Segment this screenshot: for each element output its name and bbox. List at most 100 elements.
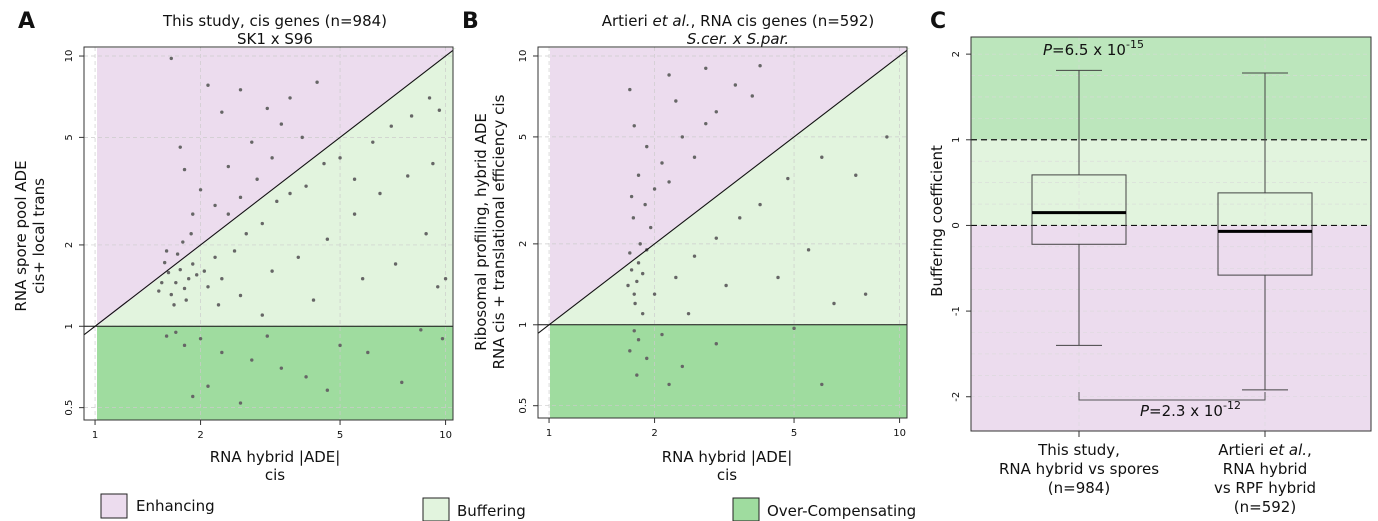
panel-c-pvalue-1: P=6.5 x 10-15 <box>1043 38 1144 59</box>
panel-c-pvalue-1-prefix: P <box>1043 41 1053 59</box>
panel-c-cat2-prefix: Artieri <box>1218 441 1269 459</box>
panel-b-point-58 <box>820 382 824 387</box>
panel-c-bracket <box>1078 392 1266 401</box>
panel-a-point-78 <box>304 375 308 379</box>
panel-b-point-9 <box>633 301 637 306</box>
panel-a-xtick-label-3: 10 <box>439 430 452 441</box>
panel-b-point-54 <box>714 342 718 346</box>
panel-a-point-65 <box>311 298 316 302</box>
panel-a-point-30 <box>371 140 375 144</box>
panel-b-point-2 <box>636 261 641 265</box>
panel-a-point-15 <box>206 285 210 289</box>
panel-a-point-77 <box>279 366 284 370</box>
panel-a-points <box>157 56 448 405</box>
panel-a-point-29 <box>352 177 357 181</box>
panel-b-point-6 <box>638 242 642 246</box>
panel-a-point-60 <box>352 212 357 216</box>
panel-a-point-17 <box>157 289 161 293</box>
panel-a-diagonal-line <box>83 49 454 336</box>
panel-a-point-79 <box>338 343 342 348</box>
panel-a-point-13 <box>164 249 169 253</box>
panel-a-frame <box>83 46 454 421</box>
panel-b-point-14 <box>636 173 641 177</box>
panel-b-point-29 <box>632 124 636 128</box>
panel-a-point-53 <box>226 164 231 169</box>
panel-a-point-36 <box>238 195 243 200</box>
panel-b-point-50 <box>628 349 632 353</box>
box-1-iqr <box>1217 192 1313 276</box>
panel-a-point-66 <box>360 276 365 281</box>
panel-a-point-24 <box>275 199 279 204</box>
panel-b-point-28 <box>758 64 762 68</box>
panel-a-point-3 <box>182 286 187 291</box>
panel-a-point-48 <box>315 80 319 84</box>
panel-b-point-25 <box>750 94 754 98</box>
panel-b-point-21 <box>714 110 718 114</box>
panel-b-point-20 <box>704 121 708 126</box>
panel-b-point-7 <box>626 283 630 288</box>
panel-a-overcomp-region <box>97 326 453 420</box>
panel-a-point-67 <box>393 262 398 266</box>
panel-a-xlabel: RNA hybrid |ADE| <box>210 448 341 466</box>
panel-b-point-17 <box>645 144 649 149</box>
panel-a-point-8 <box>160 280 164 285</box>
panel-a-point-19 <box>189 232 193 236</box>
panel-a-point-46 <box>238 88 243 92</box>
panel-b-title-suffix: , RNA cis genes (n=592) <box>691 12 875 30</box>
panel-c-ytick-label-1: -1 <box>951 306 962 316</box>
panel-b-title: Artieri et al., RNA cis genes (n=592) <box>602 12 875 30</box>
panel-b-subtitle: S.cer. x S.par. <box>687 30 789 48</box>
panel-b-point-10 <box>649 225 653 230</box>
panel-b-point-41 <box>885 135 889 139</box>
panel-a-point-5 <box>169 292 173 297</box>
panel-a-title: This study, cis genes (n=984) <box>162 12 387 30</box>
panel-b-point-35 <box>714 236 718 240</box>
panel-a-point-28 <box>338 156 342 160</box>
panel-b-xtick-label-1: 2 <box>651 428 657 439</box>
panel-c-pvalue-2-exp: -12 <box>1223 399 1241 412</box>
panel-a-point-10 <box>195 273 199 277</box>
panel-a-point-69 <box>436 285 440 289</box>
panel-c-plot: -2 -1 0 1 2 <box>951 36 1372 437</box>
panel-a-point-47 <box>288 96 292 100</box>
panel-b-point-37 <box>758 202 762 207</box>
panel-a-point-62 <box>406 174 410 178</box>
panel-a-point-68 <box>424 232 428 236</box>
panel-c-cat2-line3: vs RPF hybrid <box>1214 479 1316 497</box>
panel-b-point-27 <box>704 66 708 70</box>
legend: Enhancing Buffering Over-Compensating <box>100 493 916 521</box>
panel-b-point-42 <box>806 248 811 252</box>
legend-label-buffering: Buffering <box>457 502 526 520</box>
legend-label-enhancing: Enhancing <box>136 497 215 515</box>
panel-a-point-42 <box>250 140 254 144</box>
legend-swatch-overcomp <box>732 497 760 521</box>
panel-a-xtick-label-0: 1 <box>92 430 98 441</box>
panel-c-grid <box>971 37 1371 431</box>
panel-b-point-22 <box>674 99 678 103</box>
panel-a-xtick-label-1: 2 <box>197 430 203 441</box>
panel-a-point-4 <box>162 260 167 265</box>
panel-b-letter: B <box>462 9 479 34</box>
panel-b-point-12 <box>643 202 647 207</box>
panel-b-point-49 <box>636 338 641 342</box>
panel-a-letter: A <box>18 9 35 34</box>
panel-b-point-13 <box>652 187 657 191</box>
panel-a-point-74 <box>220 350 224 355</box>
panel-a-xtick-label-2: 5 <box>337 430 343 441</box>
panel-c-ytick-label-3: 1 <box>951 137 962 143</box>
panel-a-point-11 <box>202 269 207 273</box>
panel-b-point-44 <box>724 283 728 288</box>
panel-a-point-88 <box>440 336 445 341</box>
panel-b-point-15 <box>660 161 664 165</box>
panel-a-point-26 <box>304 184 308 188</box>
panel-b-ticks: 1 2 5 10 0.5 1 2 5 10 <box>518 50 906 439</box>
panel-a-point-25 <box>288 191 292 196</box>
panel-b-point-40 <box>854 173 858 177</box>
panel-a-point-1 <box>174 280 178 285</box>
panel-b-point-34 <box>692 254 697 258</box>
panel-a-point-70 <box>443 276 448 281</box>
panel-b-point-5 <box>640 271 645 276</box>
panel-a-point-7 <box>186 276 191 281</box>
panel-a-point-9 <box>175 252 180 256</box>
